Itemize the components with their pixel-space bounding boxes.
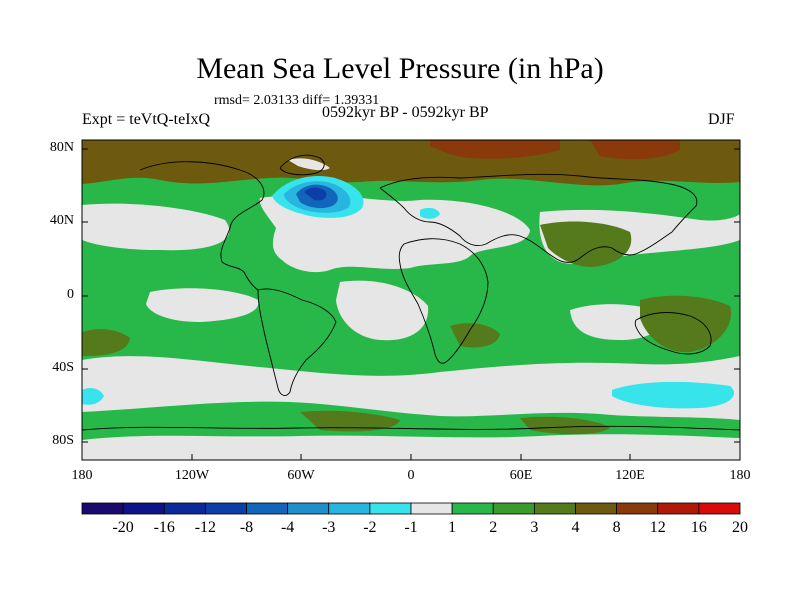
colorbar-label: 1: [448, 519, 457, 536]
colorbar-label: 12: [649, 519, 666, 536]
colorbar-swatch: [81, 502, 124, 515]
colorbar-label: -8: [239, 519, 254, 536]
y-label-80n: 80N: [49, 140, 74, 155]
y-ticks: [82, 148, 740, 443]
colorbar-label: -16: [153, 519, 175, 536]
colorbar-label: -20: [112, 519, 134, 536]
x-label-0: 0: [407, 468, 415, 483]
colorbar-label: -4: [280, 519, 295, 536]
pressure-field: [82, 140, 740, 460]
colorbar: [81, 502, 741, 515]
colorbar-swatch: [163, 502, 206, 515]
experiment-label: Expt = teVtQ-teIxQ: [82, 111, 211, 128]
colorbar-label: 20: [732, 519, 748, 536]
colorbar-label: 4: [571, 519, 580, 536]
colorbar-swatch: [328, 502, 371, 515]
colorbar-label: 8: [612, 519, 621, 536]
colorbar-swatch: [122, 502, 165, 515]
x-label-180e: 180: [729, 468, 751, 483]
x-label-120w: 120W: [174, 468, 210, 483]
period-label: 0592kyr BP - 0592kyr BP: [322, 104, 489, 121]
colorbar-swatch: [451, 502, 494, 515]
colorbar-swatch: [492, 502, 535, 515]
colorbar-swatch: [616, 502, 659, 515]
x-label-60w: 60W: [287, 468, 315, 483]
map-title: Mean Sea Level Pressure (in hPa): [196, 52, 604, 85]
y-label-80s: 80S: [52, 433, 74, 448]
colorbar-swatch: [575, 502, 618, 515]
colorbar-swatch: [287, 502, 330, 515]
colorbar-label: 3: [530, 519, 539, 536]
y-label-40s: 40S: [52, 360, 74, 375]
x-label-60e: 60E: [509, 468, 533, 483]
colorbar-swatch: [657, 502, 700, 515]
colorbar-label: -2: [363, 519, 377, 536]
x-ticks: [81, 454, 741, 460]
colorbar-label: 16: [690, 519, 707, 536]
season-label: DJF: [708, 111, 735, 128]
coastlines: [82, 154, 740, 431]
x-label-120e: 120E: [615, 468, 645, 483]
stats-text: rmsd= 2.03133 diff= 1.39331: [214, 93, 380, 108]
colorbar-swatch: [533, 502, 576, 515]
colorbar-swatch: [369, 502, 412, 515]
x-label-180w: 180: [71, 468, 93, 483]
colorbar-swatch: [698, 502, 741, 515]
colorbar-swatch: [204, 502, 247, 515]
y-label-0: 0: [67, 287, 74, 302]
colorbar-label: -3: [322, 519, 336, 536]
colorbar-label: -1: [404, 519, 418, 536]
colorbar-swatch: [410, 502, 453, 515]
colorbar-label: 2: [489, 519, 498, 536]
colorbar-swatch: [246, 502, 289, 515]
y-label-40n: 40N: [49, 213, 74, 228]
colorbar-label: -12: [194, 519, 217, 536]
